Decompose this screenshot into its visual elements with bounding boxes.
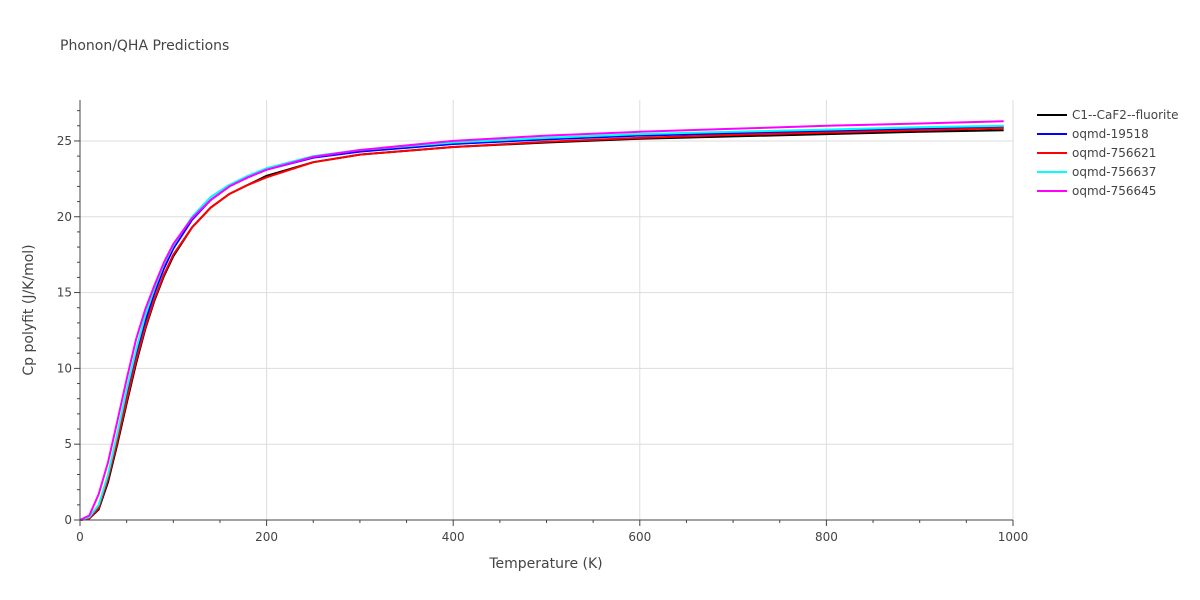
legend-item[interactable]: oqmd-756637 — [1037, 165, 1156, 179]
x-axis-title: Temperature (K) — [488, 556, 602, 572]
grid — [80, 100, 1014, 520]
y-tick-label: 15 — [57, 286, 72, 300]
legend[interactable]: C1--CaF2--fluorite oqmd-19518 oqmd-756621 o… — [1037, 108, 1178, 198]
legend-label: oqmd-19518 — [1072, 127, 1149, 141]
plot-area — [79, 120, 1004, 521]
series-line-2 — [79, 127, 1004, 521]
legend-label: oqmd-756645 — [1072, 184, 1156, 198]
x-tick-label: 800 — [815, 530, 838, 544]
legend-item[interactable]: C1--CaF2--fluorite — [1037, 108, 1178, 122]
y-tick-label: 10 — [57, 361, 72, 375]
series-line-0 — [79, 129, 1004, 521]
x-tick-label: 1000 — [998, 530, 1029, 544]
legend-item[interactable]: oqmd-19518 — [1037, 127, 1149, 141]
legend-item[interactable]: oqmd-756621 — [1037, 146, 1156, 160]
series-line-3 — [79, 124, 1004, 521]
legend-label: C1--CaF2--fluorite — [1072, 108, 1178, 122]
axes: 0 200 400 600 800 1000 0 5 10 15 20 25 — [57, 100, 1029, 544]
legend-item[interactable]: oqmd-756645 — [1037, 184, 1156, 198]
x-tick-label: 600 — [628, 530, 651, 544]
legend-label: oqmd-756621 — [1072, 146, 1156, 160]
y-tick-label: 0 — [64, 513, 72, 527]
x-tick-label: 200 — [255, 530, 278, 544]
series-line-4 — [79, 120, 1004, 521]
x-tick-label: 0 — [76, 530, 84, 544]
y-tick-label: 5 — [64, 437, 72, 451]
y-tick-label: 20 — [57, 210, 72, 224]
series-line-1 — [79, 126, 1004, 521]
legend-label: oqmd-756637 — [1072, 165, 1156, 179]
chart-title: Phonon/QHA Predictions — [60, 38, 229, 54]
x-tick-label: 400 — [442, 530, 465, 544]
y-tick-label: 25 — [57, 134, 72, 148]
y-axis-title: Cp polyfit (J/K/mol) — [21, 244, 37, 375]
